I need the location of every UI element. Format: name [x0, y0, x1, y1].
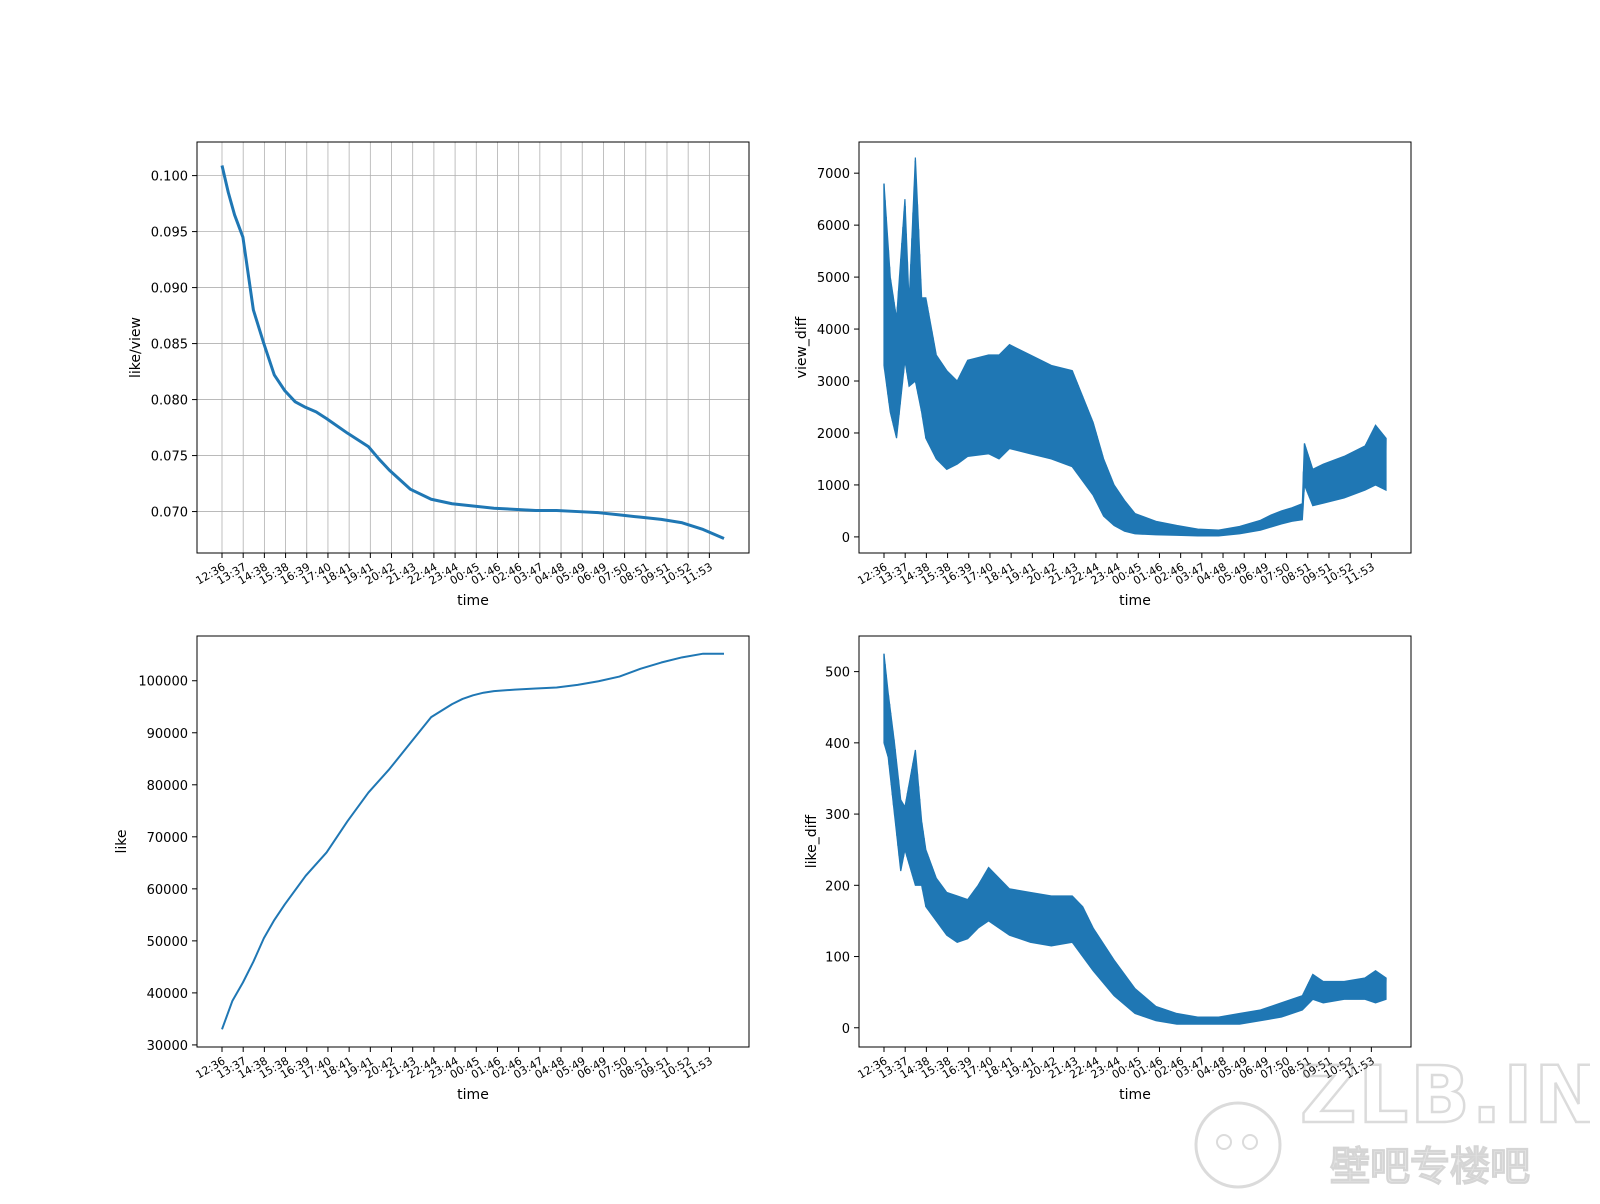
y-tick-label: 6000: [817, 219, 850, 234]
y-tick-label: 0.090: [151, 282, 188, 297]
axes-frame: [196, 141, 750, 554]
y-tick-label: 0.075: [151, 450, 188, 465]
y-tick-label: 50000: [147, 935, 188, 950]
y-tick-label: 70000: [147, 831, 188, 846]
y-axis-label: like_diff: [804, 814, 820, 868]
y-axis-label: view_diff: [794, 316, 810, 378]
y-tick-label: 4000: [817, 323, 850, 338]
y-tick-label: 500: [825, 666, 850, 681]
y-tick-label: 30000: [147, 1039, 188, 1054]
y-tick-label: 100: [825, 951, 850, 966]
series-line: [221, 652, 724, 1030]
axes-frame: [196, 635, 750, 1048]
y-tick-label: 3000: [817, 375, 850, 390]
x-axis-label: time: [457, 593, 489, 609]
series-line: [220, 165, 725, 540]
y-tick-label: 0.085: [151, 338, 188, 353]
y-tick-label: 400: [825, 737, 850, 752]
y-tick-label: 100000: [138, 675, 188, 690]
y-tick-label: 40000: [147, 987, 188, 1002]
y-tick-label: 0: [842, 1022, 850, 1037]
y-tick-label: 300: [825, 808, 850, 823]
axes-frame: [858, 141, 1412, 554]
y-tick-label: 7000: [817, 167, 850, 182]
y-tick-label: 90000: [147, 727, 188, 742]
chart-like_view: 0.1000.0950.0900.0850.0800.0750.07012:36…: [128, 141, 750, 609]
x-axis-label: time: [1119, 1087, 1151, 1103]
y-axis-label: like/view: [128, 317, 144, 378]
y-tick-label: 2000: [817, 427, 850, 442]
y-tick-label: 0: [842, 531, 850, 546]
y-tick-label: 60000: [147, 883, 188, 898]
series-line: [883, 653, 1387, 1025]
y-tick-label: 1000: [817, 479, 850, 494]
y-tick-label: 0.070: [151, 506, 188, 521]
y-tick-label: 5000: [817, 271, 850, 286]
y-tick-label: 0.095: [151, 226, 188, 241]
chart-like: 100000 90000 80000 70000 60000 50000 40000 3000…: [114, 635, 750, 1103]
axes-frame: [858, 635, 1412, 1048]
y-axis-label: like: [114, 829, 130, 853]
series-line: [883, 160, 1387, 536]
x-axis-label: time: [457, 1087, 489, 1103]
x-axis-label: time: [1119, 593, 1151, 609]
y-tick-label: 200: [825, 879, 850, 894]
y-tick-label: 80000: [147, 779, 188, 794]
y-tick-label: 0.100: [151, 170, 188, 185]
y-tick-label: 0.080: [151, 394, 188, 409]
